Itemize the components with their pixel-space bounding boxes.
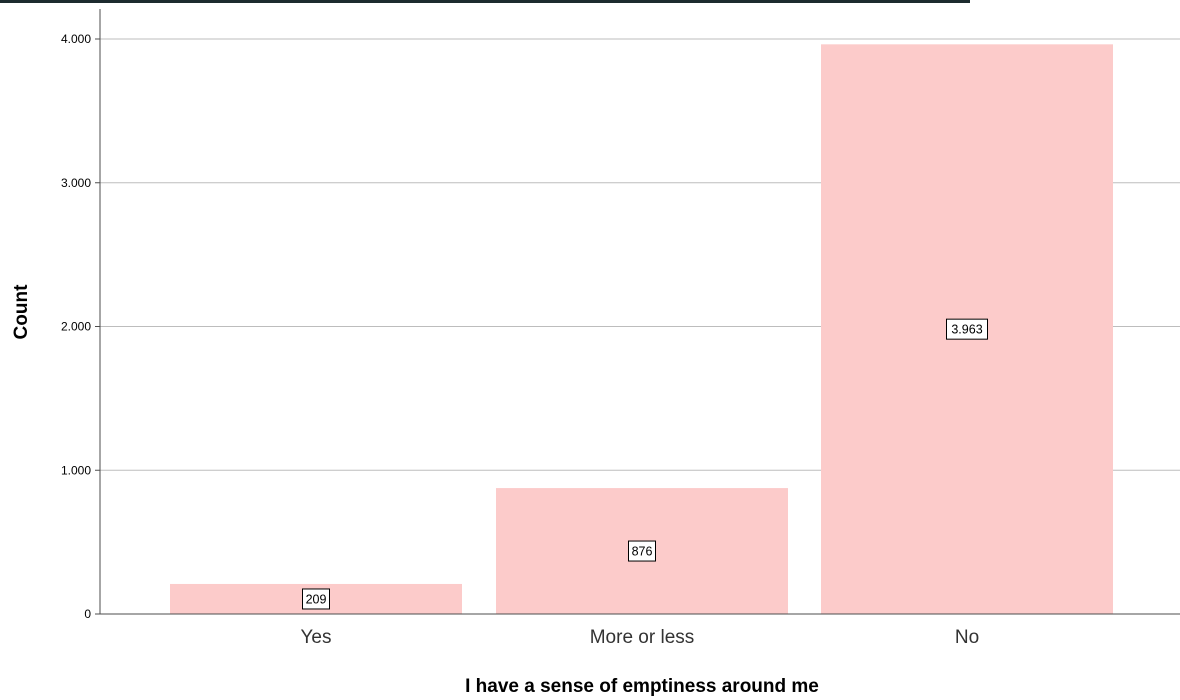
x-category-label: No bbox=[955, 627, 979, 648]
x-axis-title: I have a sense of emptiness around me bbox=[465, 676, 819, 697]
axes bbox=[95, 9, 1180, 615]
data-labels: 209 876 3.963 bbox=[302, 318, 988, 610]
y-tick-labels: 0 1.000 2.000 3.000 4.000 bbox=[61, 32, 91, 621]
y-axis-title: Count bbox=[11, 284, 32, 340]
y-tick-label: 1.000 bbox=[61, 463, 91, 477]
data-label-box bbox=[302, 588, 330, 610]
data-label-box bbox=[628, 540, 656, 562]
data-label-box bbox=[946, 318, 988, 340]
y-tick-label: 2.000 bbox=[61, 320, 91, 334]
x-category-label: More or less bbox=[590, 627, 695, 648]
data-label: 209 bbox=[306, 592, 327, 606]
x-category-label: Yes bbox=[301, 627, 332, 648]
y-tick-label: 4.000 bbox=[61, 32, 91, 46]
y-tick-label: 0 bbox=[84, 607, 91, 621]
data-label: 3.963 bbox=[951, 323, 982, 337]
x-category-labels: Yes More or less No bbox=[301, 627, 980, 648]
data-label: 876 bbox=[632, 545, 653, 559]
top-border-rule bbox=[0, 0, 970, 3]
y-tick-label: 3.000 bbox=[61, 176, 91, 190]
